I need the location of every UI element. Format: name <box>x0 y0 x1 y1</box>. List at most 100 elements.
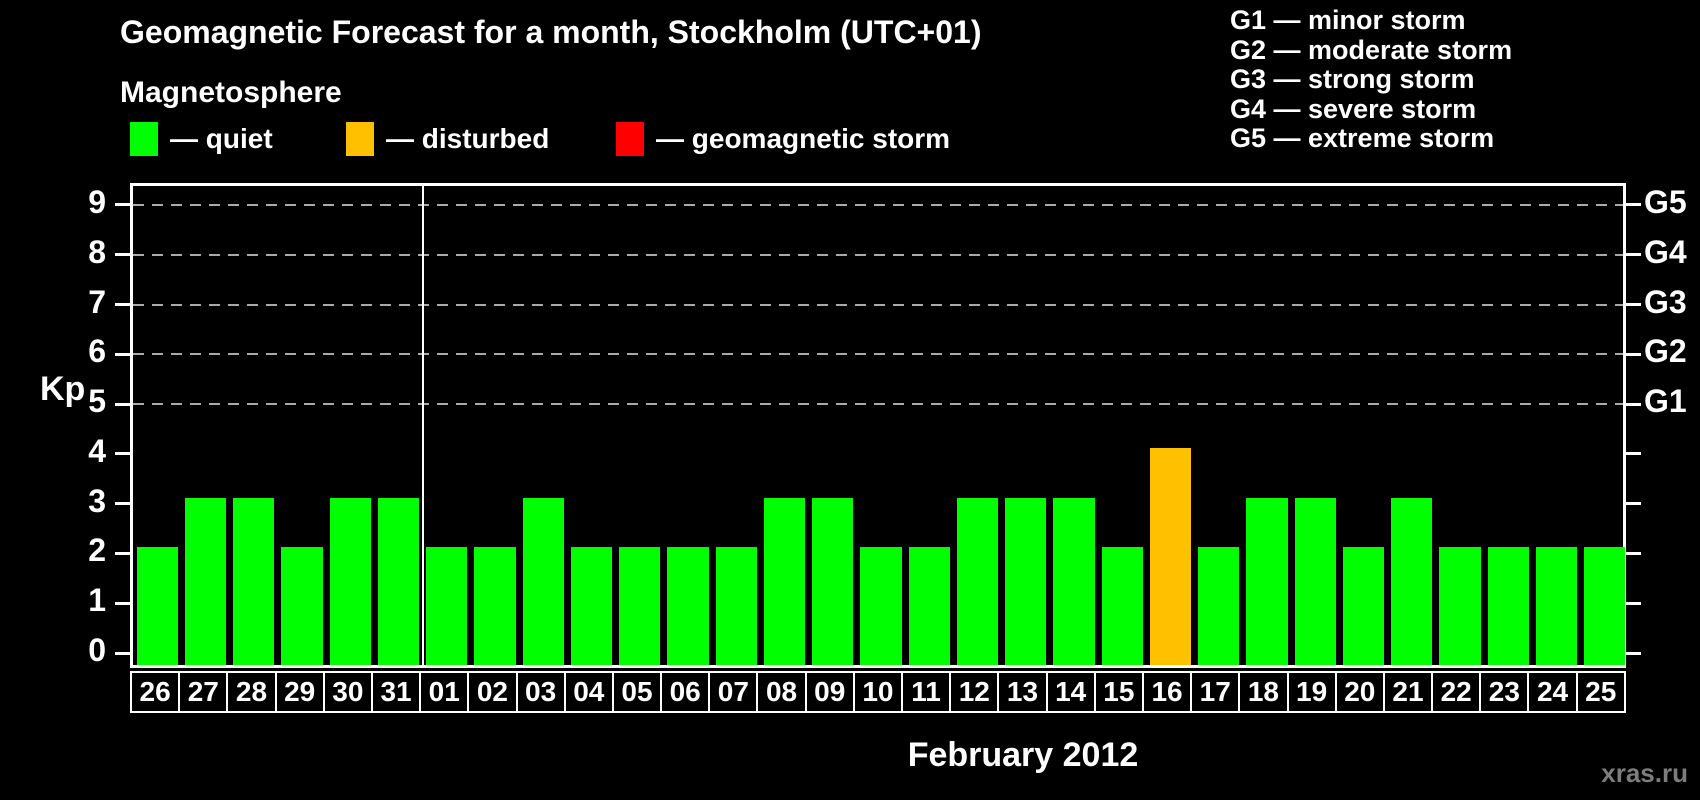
x-axis-title: February 2012 <box>907 736 1139 774</box>
day-cell-11: 11 <box>901 671 952 713</box>
bar-day-17 <box>1198 547 1240 665</box>
day-cell-25: 25 <box>1575 671 1626 713</box>
bar-day-13 <box>1005 497 1047 665</box>
day-cell-24: 24 <box>1527 671 1578 713</box>
bar-day-26 <box>136 547 178 665</box>
storm-scale-line-g2: G2 — moderate storm <box>1230 34 1513 65</box>
left-tick-kp-1 <box>115 601 130 605</box>
bar-day-16 <box>1149 447 1192 665</box>
day-cell-30: 30 <box>322 671 373 713</box>
bar-day-08 <box>763 497 806 665</box>
storm-scale-legend: G1 — minor storm G2 — moderate storm G3 — … <box>1230 5 1513 154</box>
storm-scale-line-g4: G4 — severe storm <box>1230 93 1477 124</box>
storm-scale-line-g5: G5 — extreme storm <box>1230 123 1495 153</box>
bar-day-07 <box>715 547 757 665</box>
day-cell-03: 03 <box>515 671 566 713</box>
y-axis-tick-labels: 0 1 2 3 4 5 6 7 8 9 <box>0 183 110 668</box>
right-tick-kp-9 <box>1626 203 1641 207</box>
storm-scale-line-g1: G1 — minor storm <box>1230 5 1466 35</box>
bar-day-21 <box>1391 497 1433 665</box>
bar-day-02 <box>474 547 516 665</box>
day-cell-09: 09 <box>804 671 855 713</box>
bar-day-29 <box>281 547 323 665</box>
bar-day-11 <box>908 547 950 665</box>
y-tick-label-1: 1 <box>88 582 106 619</box>
day-cell-27: 27 <box>178 671 229 713</box>
magnetosphere-label: Magnetosphere <box>120 76 342 109</box>
bar-day-30 <box>329 497 371 665</box>
legend-swatch-quiet <box>130 122 158 156</box>
bar-day-24 <box>1535 547 1578 665</box>
plot-area <box>115 183 1641 668</box>
bar-day-14 <box>1053 497 1095 665</box>
right-axis-label-g5: G5 <box>1644 183 1687 220</box>
day-cell-21: 21 <box>1382 671 1434 713</box>
bar-day-04 <box>570 547 613 665</box>
left-tick-kp-9 <box>115 203 130 207</box>
left-tick-kp-2 <box>115 551 130 555</box>
bar-day-23 <box>1487 547 1529 665</box>
storm-scale-line-g3: G3 — strong storm <box>1230 64 1475 94</box>
right-tick-kp-4 <box>1626 452 1641 456</box>
y-tick-label-3: 3 <box>88 482 106 519</box>
bar-day-06 <box>667 547 709 665</box>
legend-item-quiet: — quiet <box>130 120 273 158</box>
bar-day-25 <box>1584 547 1626 665</box>
y-tick-label-5: 5 <box>88 383 106 420</box>
day-cell-31: 31 <box>370 671 422 713</box>
right-tick-kp-1 <box>1626 601 1641 605</box>
month-separator-line <box>421 186 424 665</box>
day-cell-17: 17 <box>1190 671 1241 713</box>
day-cell-12: 12 <box>949 671 1000 713</box>
right-tick-kp-2 <box>1626 551 1641 555</box>
day-cell-13: 13 <box>997 671 1048 713</box>
left-tick-kp-6 <box>115 352 130 356</box>
right-axis-label-g1: G1 <box>1644 383 1687 420</box>
y-tick-label-4: 4 <box>88 432 106 469</box>
magnetosphere-legend: — quiet — disturbed — geomagnetic storm <box>130 120 1030 160</box>
legend-item-storm: — geomagnetic storm <box>616 120 950 158</box>
right-tick-kp-8 <box>1626 253 1641 257</box>
y-tick-label-2: 2 <box>88 532 106 569</box>
legend-label-disturbed: — disturbed <box>386 123 550 154</box>
legend-swatch-storm <box>616 122 644 156</box>
chart-title: Geomagnetic Forecast for a month, Stockh… <box>120 14 982 50</box>
y-tick-label-0: 0 <box>88 632 106 668</box>
left-tick-kp-7 <box>115 303 130 307</box>
left-tick-kp-3 <box>115 502 130 506</box>
y-tick-label-6: 6 <box>88 333 106 370</box>
legend-label-quiet: — quiet <box>170 123 273 154</box>
day-cell-28: 28 <box>226 671 277 713</box>
legend-item-disturbed: — disturbed <box>346 120 549 158</box>
bar-day-12 <box>956 497 999 665</box>
y-tick-label-8: 8 <box>88 233 106 270</box>
right-tick-kp-7 <box>1626 303 1641 307</box>
bar-day-03 <box>522 497 564 665</box>
gridline-kp-5 <box>133 403 1623 406</box>
day-cell-04: 04 <box>563 671 614 713</box>
day-cell-02: 02 <box>467 671 518 713</box>
bar-day-01 <box>426 547 468 665</box>
bar-day-19 <box>1294 497 1336 665</box>
day-cell-08: 08 <box>756 671 807 713</box>
left-tick-kp-4 <box>115 452 130 456</box>
bar-day-22 <box>1439 547 1481 665</box>
y-tick-label-7: 7 <box>88 283 106 320</box>
right-axis-label-g2: G2 <box>1644 333 1687 370</box>
bar-day-10 <box>860 547 902 665</box>
y-tick-label-9: 9 <box>88 183 106 220</box>
right-axis-label-g3: G3 <box>1644 283 1687 320</box>
day-cell-15: 15 <box>1093 671 1144 713</box>
gridline-kp-6 <box>133 353 1623 356</box>
right-tick-kp-5 <box>1626 402 1641 406</box>
gridline-kp-8 <box>133 253 1623 256</box>
right-axis-label-g4: G4 <box>1644 233 1687 270</box>
day-cell-14: 14 <box>1045 671 1096 713</box>
x-axis-day-labels: 26 27 28 29 30 31 01 02 03 04 05 06 07 08 09 10 11 12 13 14… <box>130 671 1626 713</box>
bar-day-09 <box>812 497 854 665</box>
bar-day-31 <box>377 497 420 665</box>
bar-day-28 <box>233 497 275 665</box>
day-cell-05: 05 <box>611 671 663 713</box>
right-tick-kp-3 <box>1626 502 1641 506</box>
day-cell-07: 07 <box>708 671 759 713</box>
